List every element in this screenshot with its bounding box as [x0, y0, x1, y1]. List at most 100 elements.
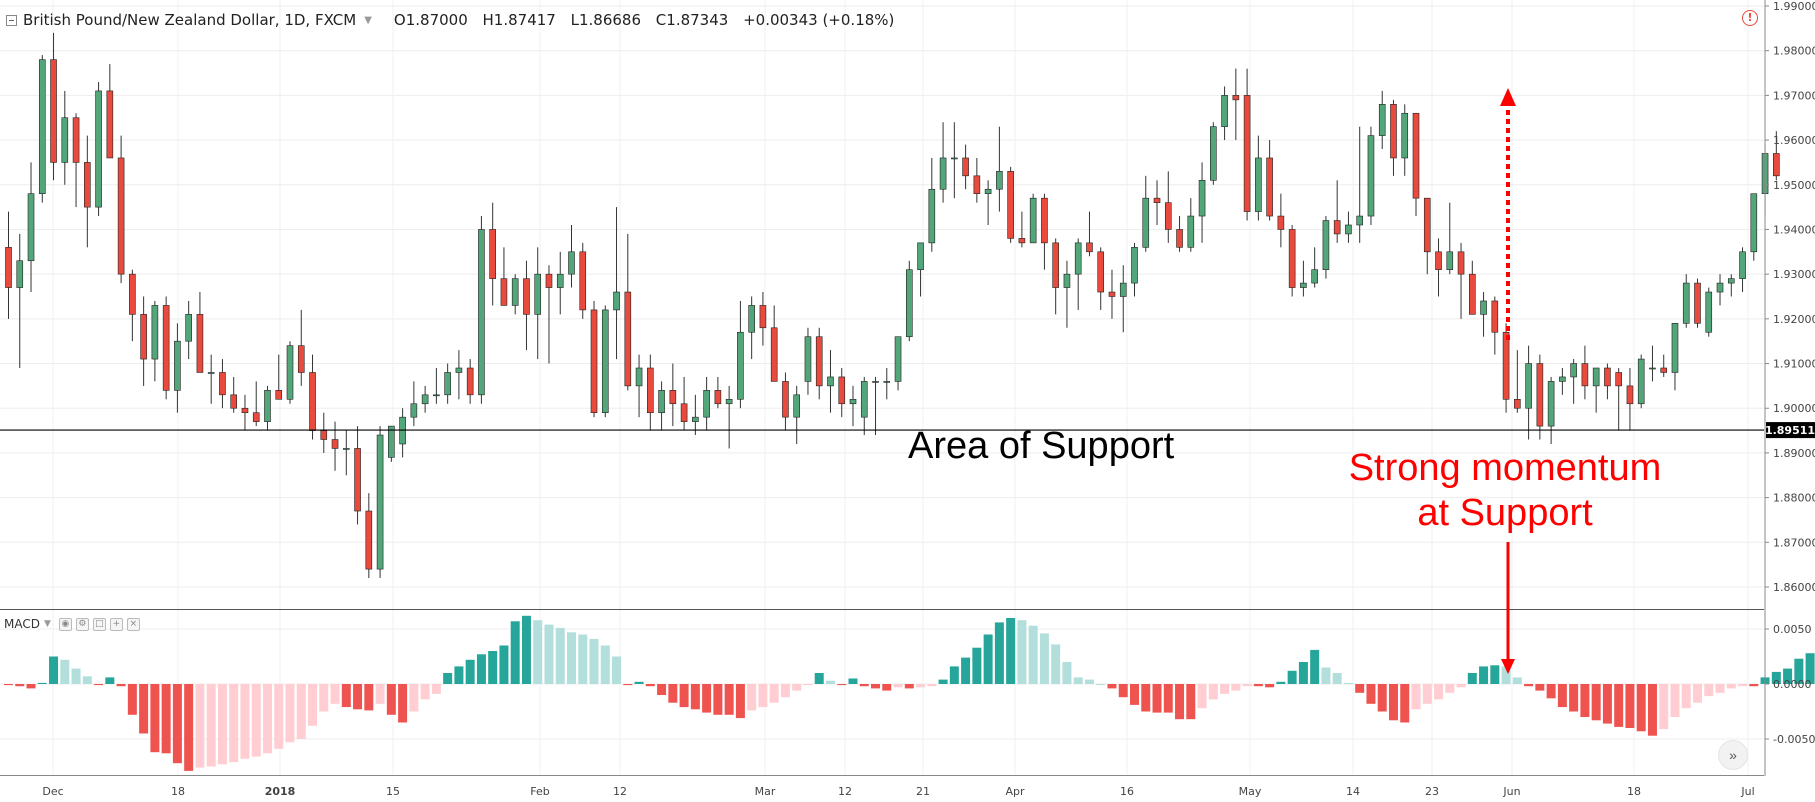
visibility-icon[interactable]: ◉ — [58, 617, 72, 631]
more-icon[interactable]: + — [109, 617, 123, 631]
maximize-icon[interactable]: □ — [92, 617, 106, 631]
macd-bar — [668, 684, 678, 703]
candle — [117, 135, 125, 284]
candle — [489, 202, 496, 306]
candle — [61, 90, 69, 185]
macd-bar — [37, 682, 47, 684]
alert-icon[interactable]: ! — [1742, 10, 1758, 26]
macd-bar — [972, 647, 982, 684]
macd-bar — [904, 684, 914, 689]
macd-bar — [1321, 667, 1331, 684]
macd-bar — [600, 645, 610, 684]
collapse-icon[interactable] — [6, 14, 17, 26]
macd-bar — [251, 684, 261, 757]
macd-bar — [1276, 681, 1286, 684]
macd-bar — [758, 684, 768, 708]
chart-header: British Pound/New Zealand Dollar, 1D, FX… — [0, 0, 904, 40]
candle — [365, 493, 373, 579]
candle — [466, 359, 474, 404]
candle — [1288, 224, 1296, 297]
candle — [1131, 242, 1138, 297]
x-tick-label: Mar — [755, 785, 776, 798]
macd-bar — [882, 684, 892, 691]
candle — [106, 64, 114, 159]
candle — [219, 359, 226, 409]
y-tick-label: 1.91000 — [1773, 358, 1815, 371]
macd-bar — [567, 632, 576, 684]
candle — [1232, 68, 1240, 141]
x-tick-label: 16 — [1120, 785, 1134, 798]
candle — [342, 430, 350, 476]
candle — [601, 305, 609, 418]
candle — [1018, 211, 1026, 248]
close-icon[interactable]: × — [126, 617, 140, 631]
ohlc-readout: O1.87000 H1.87417 L1.86686 C1.87343 +0.0… — [394, 11, 904, 29]
macd-bar — [1051, 644, 1061, 684]
candle — [185, 300, 192, 360]
candle — [1333, 180, 1341, 243]
candle — [38, 55, 46, 203]
macd-label[interactable]: MACD — [4, 617, 40, 631]
macd-bar — [555, 627, 565, 684]
candle — [1423, 197, 1431, 275]
macd-bar — [803, 684, 813, 686]
x-tick-label: 12 — [613, 785, 627, 798]
macd-bar — [1242, 684, 1252, 687]
candle — [5, 211, 12, 319]
candle — [354, 426, 361, 525]
candle — [1547, 376, 1555, 444]
candle — [658, 381, 665, 431]
macd-bar — [229, 684, 239, 763]
candle — [556, 251, 564, 315]
macd-bar — [454, 666, 464, 684]
candle — [264, 385, 271, 431]
macd-bar — [1107, 684, 1117, 689]
close-value: C1.87343 — [655, 11, 729, 29]
candle — [500, 247, 508, 306]
macd-bar — [859, 684, 869, 687]
candle — [759, 292, 767, 346]
macd-bar — [1152, 684, 1162, 713]
candle — [1255, 135, 1262, 221]
macd-histogram — [4, 615, 1815, 771]
candle — [1660, 354, 1668, 377]
candle — [1525, 345, 1532, 440]
candle — [1266, 140, 1273, 221]
chevron-down-icon[interactable]: ▼ — [364, 14, 372, 26]
candle — [1604, 363, 1611, 400]
candle — [782, 372, 789, 431]
settings-icon[interactable]: ⚙ — [75, 617, 89, 631]
candle — [534, 247, 542, 360]
macd-bar — [1625, 684, 1635, 728]
macd-bar — [319, 684, 329, 712]
candle — [241, 394, 249, 431]
arrow-up-icon — [1500, 88, 1516, 106]
candle — [1469, 260, 1476, 315]
scroll-to-realtime-button[interactable]: » — [1718, 740, 1748, 770]
macd-bar — [1771, 671, 1781, 684]
x-tick-label: 15 — [386, 785, 400, 798]
candle — [1480, 292, 1487, 337]
candle — [1390, 99, 1397, 176]
candle — [703, 376, 710, 431]
macd-bar — [916, 684, 926, 688]
symbol-title[interactable]: British Pound/New Zealand Dollar, 1D, FX… — [23, 11, 357, 29]
candle — [1367, 126, 1375, 225]
macd-bar — [217, 684, 227, 765]
macd-bar — [1310, 649, 1320, 684]
macd-bar — [1287, 670, 1297, 684]
candle — [1097, 247, 1105, 310]
candle — [1007, 166, 1014, 243]
macd-bar — [961, 657, 971, 684]
candle — [951, 122, 958, 199]
support-annotation: Area of Support — [908, 425, 1175, 467]
candle — [962, 144, 969, 190]
candle — [297, 309, 305, 386]
macd-bar — [94, 684, 104, 686]
candle — [1457, 242, 1465, 319]
candle — [1086, 211, 1093, 257]
candle — [129, 269, 136, 342]
chevron-down-icon[interactable]: ▼ — [43, 619, 51, 629]
open-value: O1.87000 — [393, 11, 468, 29]
